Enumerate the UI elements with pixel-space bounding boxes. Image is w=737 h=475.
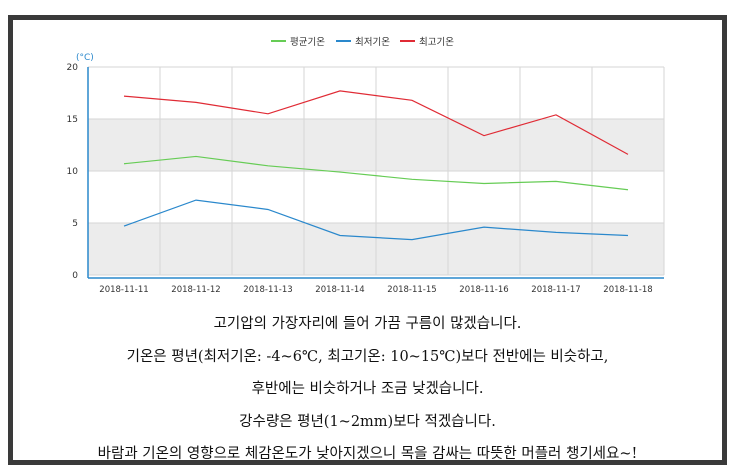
chart-legend: 평균기온 최저기온 최고기온	[271, 37, 454, 48]
x-tick-label: 2018-11-17	[531, 285, 580, 295]
x-tick-label: 2018-11-13	[243, 285, 292, 295]
chart-series	[123, 90, 629, 241]
forecast-notes: 고기압의 가장자리에 들어 가끔 구름이 많겠습니다. 기온은 평년(최저기온:…	[13, 308, 722, 471]
legend-label: 최저기온	[355, 37, 390, 48]
x-tick-label: 2018-11-11	[99, 285, 148, 295]
x-tick-label: 2018-11-14	[315, 285, 364, 295]
note-line: 바람과 기온의 영향으로 체감온도가 낮아지겠으니 목을 감싸는 따뜻한 머플러…	[97, 446, 638, 462]
forecast-card: 0 5 10 15 20 2018-11-11 2018-11-12 2018-11-13 20…	[8, 15, 727, 465]
note-line: 후반에는 비슷하거나 조금 낮겠습니다.	[251, 381, 484, 397]
x-tick-label: 2018-11-16	[459, 285, 508, 295]
temperature-line-chart: 0 5 10 15 20 2018-11-11 2018-11-12 2018-11-13 20…	[67, 37, 665, 295]
y-unit-label: (°C)	[76, 53, 94, 63]
y-tick-label: 0	[72, 271, 78, 281]
note-line: 강수량은 평년(1~2mm)보다 적겠습니다.	[239, 413, 496, 430]
series-line-1	[123, 199, 629, 241]
note-line: 고기압의 가장자리에 들어 가끔 구름이 많겠습니다.	[213, 316, 522, 332]
y-tick-label: 20	[67, 63, 79, 73]
chart-ticks: 0 5 10 15 20 2018-11-11 2018-11-12 2018-11-13 20…	[67, 63, 653, 295]
legend-label: 평균기온	[290, 37, 325, 48]
note-line: 기온은 평년(최저기온: -4~6℃, 최고기온: 10~15℃)보다 전반에는…	[126, 348, 609, 365]
chart-axes	[87, 67, 664, 279]
legend-label: 최고기온	[419, 37, 454, 48]
series-line-2	[123, 90, 629, 155]
x-tick-label: 2018-11-18	[603, 285, 652, 295]
x-tick-label: 2018-11-12	[171, 285, 220, 295]
x-tick-label: 2018-11-15	[387, 285, 436, 295]
y-tick-label: 5	[72, 219, 78, 229]
series-line-0	[123, 155, 629, 191]
y-tick-label: 10	[67, 167, 79, 177]
y-tick-label: 15	[67, 115, 78, 125]
